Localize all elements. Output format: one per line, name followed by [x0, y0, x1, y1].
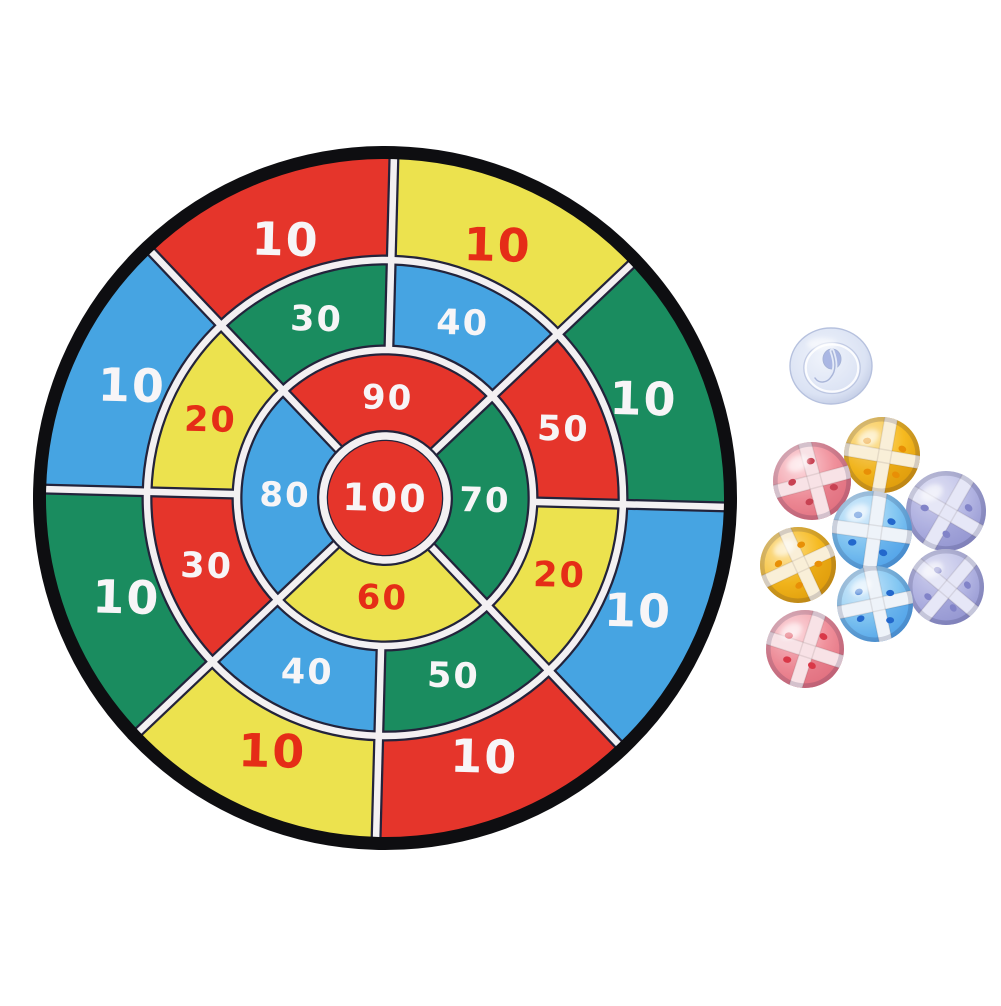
ball-hole [783, 656, 792, 663]
dartboard-segment-inner-70-green [385, 396, 533, 606]
score-label-inner-80: 80 [259, 475, 311, 516]
dartboard-segment-inner-60-yellow [277, 498, 487, 646]
ball-strap-horizontal [837, 587, 913, 622]
bullseye [328, 441, 442, 555]
ball-hole [920, 504, 929, 512]
ball-hole [807, 662, 816, 669]
ball-hole [898, 445, 907, 453]
ball-hole [887, 518, 896, 526]
score-label-middle-50: 50 [427, 656, 481, 697]
ball-hole [878, 549, 888, 557]
score-label-outer-10: 10 [97, 357, 166, 413]
ball-hole [924, 593, 932, 601]
ball-hole [856, 615, 865, 623]
score-label-middle-30: 30 [180, 546, 234, 587]
sticky-ball-pink-1 [773, 442, 851, 520]
score-label-inner-70: 70 [459, 480, 511, 521]
ball-hole [892, 471, 900, 479]
score-labels: 10 10 10 10 10 10 10 10 40 50 20 50 40 30 20 30 90 70 60 80… [92, 212, 679, 785]
score-label-middle-40: 40 [280, 652, 334, 693]
ball-hole [819, 633, 828, 640]
score-label-outer-10: 10 [463, 217, 532, 273]
dartboard: 10 10 10 10 10 10 10 10 40 50 20 50 40 30 20 30 90 70 60 80… [33, 146, 737, 850]
ball-hole [964, 504, 973, 512]
ball-strap-horizontal [844, 440, 920, 472]
score-label-outer-10: 10 [251, 212, 320, 268]
ball-hole [814, 560, 823, 568]
score-label-inner-90: 90 [361, 377, 413, 418]
dartboard-segment-inner-80-blue [237, 390, 385, 600]
ball-hole [963, 581, 971, 589]
ball-strap-horizontal [766, 627, 844, 673]
score-label-outer-10: 10 [450, 729, 519, 785]
ball-hole [848, 539, 857, 546]
ball-hole [788, 478, 797, 486]
ball-hole [795, 582, 803, 589]
score-label-outer-10: 10 [603, 583, 672, 639]
ball-hole [949, 604, 957, 612]
ball-hole [863, 468, 872, 475]
ball-strap-horizontal [832, 517, 912, 547]
ball-strap-horizontal [760, 538, 836, 594]
ball-hole [797, 541, 806, 548]
ball-hole [829, 484, 838, 491]
score-label-middle-20: 20 [184, 400, 238, 441]
ball-strap-horizontal [773, 461, 851, 502]
score-label-outer-10: 10 [609, 371, 678, 427]
score-label-inner-60: 60 [356, 577, 408, 618]
dartboard-divider-lines [41, 154, 729, 842]
ball-hole [942, 530, 951, 538]
score-label-outer-10: 10 [238, 723, 307, 779]
score-label-middle-20: 20 [533, 555, 587, 596]
ball-hole [805, 498, 814, 506]
score-label-middle-50: 50 [536, 409, 590, 450]
ball-hole [886, 617, 895, 624]
score-label-middle-40: 40 [436, 303, 490, 344]
score-label-outer-10: 10 [92, 569, 161, 625]
score-label-bullseye: 100 [342, 475, 428, 521]
ball-hole [886, 589, 895, 597]
dartboard-segment-inner-90-red [283, 350, 493, 498]
ball-hole [774, 560, 783, 568]
score-label-middle-30: 30 [290, 299, 344, 340]
suction-cup-hook [789, 327, 873, 405]
